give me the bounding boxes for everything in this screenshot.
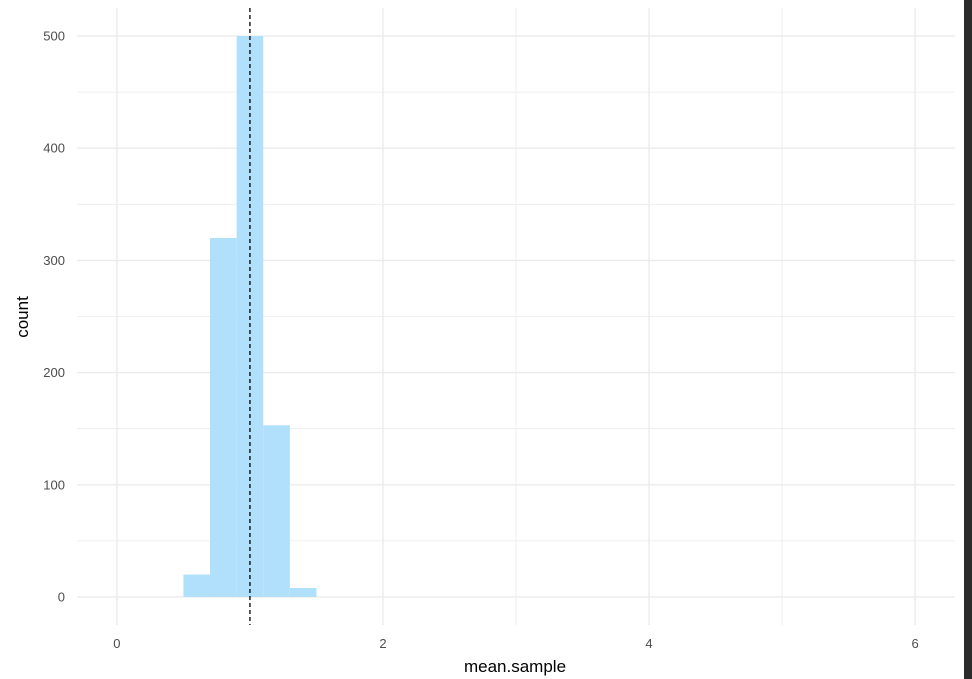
y-tick-label: 300 (43, 253, 65, 268)
y-axis-title: count (13, 296, 32, 338)
window-edge (964, 0, 972, 679)
histogram-bars (183, 36, 317, 597)
y-tick-label: 100 (43, 477, 65, 492)
y-tick-label: 500 (43, 29, 65, 44)
histogram-bar (183, 574, 211, 597)
y-tick-label: 400 (43, 141, 65, 156)
x-tick-label: 4 (645, 636, 652, 651)
y-tick-labels: 0 100 200 300 400 500 (43, 29, 65, 605)
histogram-bar (289, 587, 317, 597)
x-tick-label: 6 (911, 636, 918, 651)
y-tick-label: 0 (58, 589, 65, 604)
histogram-bar (263, 425, 290, 597)
x-axis-title: mean.sample (464, 657, 566, 676)
x-tick-label: 2 (379, 636, 386, 651)
x-tick-labels: 0 2 4 6 (113, 636, 918, 651)
y-tick-label: 200 (43, 365, 65, 380)
grid-lines (77, 8, 955, 625)
x-tick-label: 0 (113, 636, 120, 651)
histogram-bar (210, 237, 237, 597)
